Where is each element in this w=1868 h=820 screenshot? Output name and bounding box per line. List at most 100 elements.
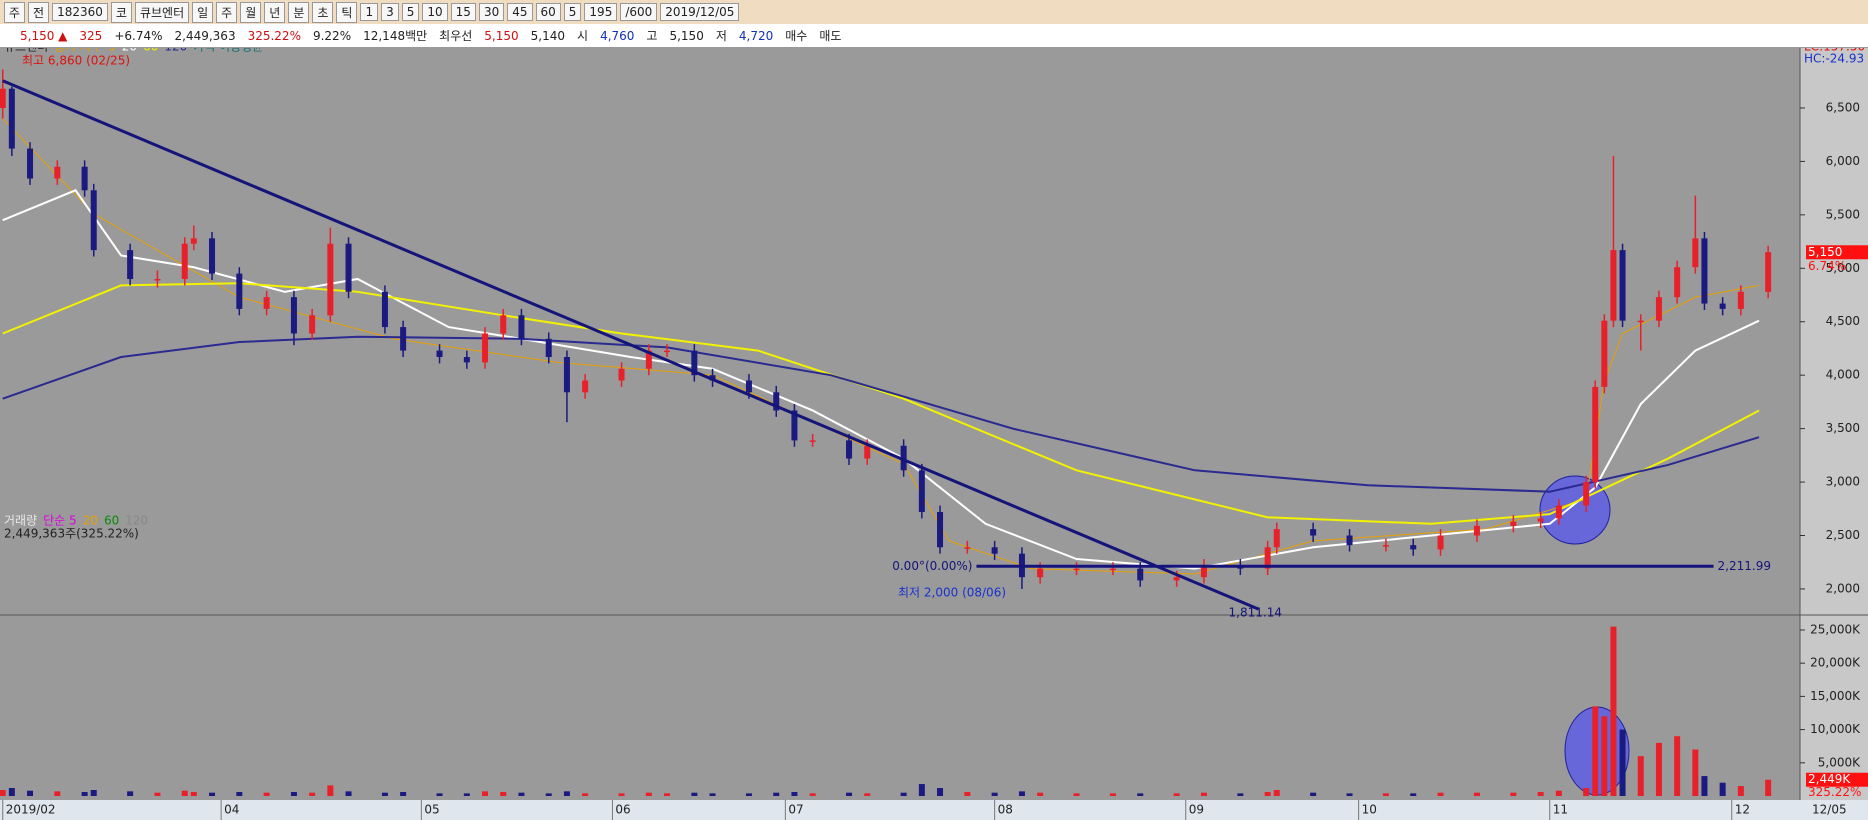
volume-bar — [1382, 793, 1389, 796]
candle-body — [1619, 250, 1626, 321]
quote-item: 5,150 — [669, 28, 704, 43]
toolbar-item[interactable]: 15 — [450, 3, 476, 21]
quote-item: 9.22% — [312, 28, 352, 43]
volume-bar — [1173, 793, 1180, 796]
toolbar-item[interactable]: 3 — [381, 3, 399, 21]
toolbar-item[interactable]: 초 — [312, 1, 334, 23]
toolbar-item[interactable]: 5 — [401, 3, 420, 21]
toolbar-item[interactable]: 전 — [28, 1, 50, 23]
toolbar-item[interactable]: 1 — [360, 3, 379, 21]
volume-bar — [1264, 792, 1271, 796]
quote-item: 5,140 — [530, 28, 566, 43]
volume-bar — [1473, 792, 1480, 796]
y-tick-label: 5,000K — [1818, 755, 1861, 769]
candle-body — [1701, 238, 1708, 304]
volume-bar — [1510, 792, 1517, 796]
trendline-label: 1,811.14 — [1229, 606, 1282, 620]
volume-bar — [991, 792, 998, 796]
candle-body — [1310, 529, 1317, 536]
candle-body — [209, 238, 216, 274]
toolbar-item[interactable]: 큐브엔터 — [134, 1, 190, 23]
candle-body — [81, 166, 88, 191]
volume-bar — [745, 793, 752, 796]
toolbar-item[interactable]: 195 — [584, 3, 618, 21]
volume-pct-label: 325.22% — [1808, 785, 1861, 799]
x-tick-label: 04 — [224, 803, 239, 817]
volume-bar — [1701, 776, 1708, 796]
volume-bar — [1601, 716, 1608, 796]
volume-bar — [0, 790, 6, 796]
x-tick-label: 05 — [424, 803, 439, 817]
candle-body — [482, 333, 489, 363]
volume-bar — [900, 792, 907, 796]
volume-legend-entry: 거래량 — [4, 514, 37, 528]
volume-bar — [1410, 793, 1417, 796]
volume-bar — [1765, 779, 1772, 796]
y-tick-label: 15,000K — [1810, 689, 1861, 703]
toolbar-item[interactable]: 년 — [264, 1, 286, 23]
volume-bar — [1137, 793, 1144, 796]
lc-label: LC:157.50 — [1804, 48, 1865, 54]
volume-bar — [127, 791, 134, 796]
x-tick-label: 07 — [788, 803, 803, 817]
candle-body — [918, 470, 925, 512]
volume-bar — [482, 791, 489, 796]
x-tick-label: 10 — [1362, 803, 1377, 817]
volume-bar — [1692, 749, 1699, 796]
volume-note: 2,449,363주(325.22%) — [4, 527, 139, 541]
volume-bar — [846, 792, 853, 796]
quote-item: 325 — [79, 28, 103, 43]
toolbar-item[interactable]: 5 — [563, 3, 582, 21]
chart-bg — [0, 48, 1868, 820]
y-tick-label: 5,500 — [1826, 207, 1860, 221]
candle-body — [263, 297, 270, 309]
candle-body — [1273, 529, 1280, 548]
y-tick-label: 2,500 — [1826, 528, 1860, 542]
volume-tag-label: 2,449K — [1808, 772, 1851, 786]
toolbar-item[interactable]: 틱 — [336, 1, 358, 23]
x-tick-label: 08 — [998, 803, 1013, 817]
candle-body — [463, 357, 470, 363]
volume-bar — [709, 793, 716, 796]
candle-body — [1592, 386, 1599, 483]
y-tick-label: 3,000 — [1826, 475, 1860, 489]
toolbar-item[interactable]: 2019/12/05 — [660, 3, 740, 21]
volume-bar — [582, 793, 589, 796]
volume-bar — [1437, 792, 1444, 796]
volume-bar — [263, 792, 270, 796]
toolbar: 주 전 182360 코 큐브엔터 일 주 월 년 분 초 틱 1 3 5 10 15 30 45 60 5 195/60… — [0, 0, 1868, 24]
volume-bar — [290, 792, 297, 796]
candle-body — [1610, 250, 1617, 321]
volume-bar — [500, 792, 507, 796]
candle-body — [991, 547, 998, 554]
toolbar-item[interactable]: 10 — [422, 3, 448, 21]
candle-body — [545, 338, 552, 358]
volume-bar — [518, 792, 525, 796]
volume-bar — [1037, 792, 1044, 796]
candle-body — [1537, 518, 1544, 522]
legend-entry: 60 — [143, 48, 158, 54]
toolbar-item[interactable]: 일 — [192, 1, 214, 23]
volume-bar — [54, 791, 61, 796]
candle-body — [1637, 320, 1644, 323]
candle-body — [309, 315, 316, 334]
toolbar-item[interactable]: 분 — [288, 1, 310, 23]
legend-entry: 5 — [108, 48, 116, 54]
candle-body — [190, 238, 197, 244]
toolbar-item[interactable]: 60 — [535, 3, 561, 21]
toolbar-item[interactable]: 주 — [216, 1, 238, 23]
toolbar-item[interactable]: 주 — [4, 1, 26, 23]
volume-bar — [209, 792, 216, 796]
toolbar-item[interactable]: 45 — [507, 3, 533, 21]
volume-bar — [1018, 791, 1025, 796]
toolbar-item[interactable]: 182360 — [52, 3, 108, 21]
volume-bar — [1619, 729, 1626, 796]
volume-legend-entry: 단순 5 — [43, 514, 77, 528]
toolbar-item[interactable]: /600 — [620, 3, 658, 21]
toolbar-item[interactable]: 월 — [240, 1, 262, 23]
candle-body — [345, 243, 352, 292]
quote-item: 5,150 ▲ — [20, 28, 68, 43]
toolbar-item[interactable]: 30 — [478, 3, 505, 21]
toolbar-item[interactable]: 코 — [110, 1, 132, 23]
candle-body — [773, 392, 780, 411]
